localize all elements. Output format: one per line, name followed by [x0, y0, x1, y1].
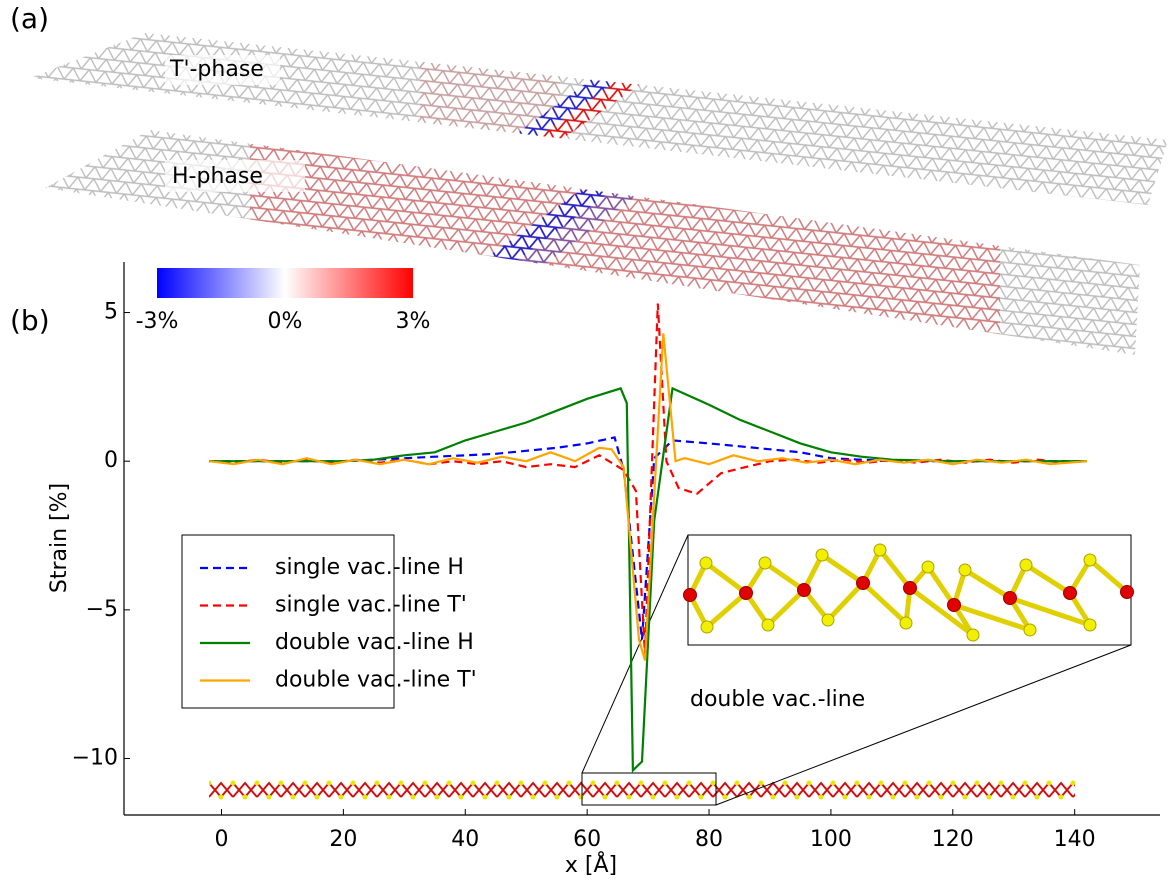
- atom-s: [761, 618, 775, 632]
- atom-metal: [947, 598, 961, 612]
- series-line: [209, 333, 1087, 661]
- x-tick-label: 80: [695, 827, 723, 852]
- legend-label: single vac.-line T': [275, 593, 467, 618]
- plot-area: [124, 303, 1087, 815]
- series-line: [209, 386, 1087, 773]
- annotation: double vac.-line: [690, 687, 865, 712]
- bond: [1024, 562, 1072, 596]
- atom-metal: [739, 586, 753, 600]
- legend-label: double vac.-line T': [275, 668, 477, 693]
- x-tick-label: 60: [573, 827, 601, 852]
- structure-strip: [209, 775, 1075, 805]
- bond: [763, 560, 806, 593]
- x-tick-label: 0: [215, 827, 229, 852]
- atom-s: [815, 548, 829, 562]
- zoom-line: [581, 534, 689, 774]
- atom-s: [1083, 618, 1097, 632]
- y-tick-label: 0: [104, 448, 118, 473]
- y-tick-label: −10: [72, 746, 118, 771]
- x-tick-label: 120: [932, 827, 974, 852]
- y-tick-label: 5: [104, 300, 118, 325]
- atom-metal: [1120, 585, 1134, 599]
- panel-label: (b): [10, 304, 50, 337]
- x-axis-label: x [Å]: [565, 851, 617, 878]
- bond: [963, 567, 1012, 601]
- atom-metal: [683, 588, 697, 602]
- legend-label: single vac.-line H: [275, 555, 464, 580]
- atom-metal: [797, 583, 811, 597]
- bond: [826, 581, 865, 622]
- atom-s: [966, 628, 980, 642]
- atom-s: [899, 616, 913, 630]
- atom-metal: [1003, 591, 1017, 605]
- atom-s: [958, 563, 972, 577]
- panel-label: (a): [10, 2, 49, 35]
- x-tick-label: 100: [810, 827, 852, 852]
- sheet-label: H-phase: [172, 164, 263, 189]
- atom-s: [1083, 553, 1097, 567]
- atom-metal: [856, 576, 870, 590]
- atom-s: [873, 543, 887, 557]
- bond: [1009, 595, 1091, 628]
- atom-metal: [903, 581, 917, 595]
- colorbar-label: 0%: [268, 309, 303, 334]
- legend: [181, 534, 395, 709]
- zoom-line: [715, 644, 1132, 806]
- x-tick-label: 140: [1054, 827, 1096, 852]
- atom-s: [921, 560, 935, 574]
- bond: [861, 581, 908, 625]
- colorbar-labels: -3% 0% 3%: [136, 309, 431, 334]
- bond: [704, 561, 748, 595]
- atom-s: [758, 556, 772, 570]
- atom-s: [700, 620, 714, 634]
- y-tick-label: −5: [86, 597, 118, 622]
- x-tick-label: 40: [451, 827, 479, 852]
- atom-s: [1023, 623, 1037, 637]
- bond: [878, 548, 912, 590]
- bond: [705, 591, 748, 629]
- atom-s: [1019, 558, 1033, 572]
- zoom-box: [581, 772, 717, 806]
- colorbar-label: 3%: [396, 309, 431, 334]
- sheet-label: T'-phase: [169, 57, 264, 82]
- bond: [925, 565, 957, 607]
- x-tick-label: 20: [329, 827, 357, 852]
- inset-structure: [683, 543, 1134, 642]
- legend-entries: single vac.-line H single vac.-line T' dou…: [200, 555, 477, 693]
- y-axis-label: Strain [%]: [47, 483, 72, 593]
- bond: [953, 602, 1031, 633]
- legend-label: double vac.-line H: [275, 630, 474, 655]
- atom-s: [821, 613, 835, 627]
- colorbar: [157, 268, 413, 298]
- atom-s: [699, 556, 713, 570]
- bond: [908, 585, 975, 638]
- bond: [1088, 558, 1129, 594]
- bond: [820, 552, 865, 586]
- bond: [766, 588, 806, 627]
- colorbar-label: -3%: [136, 309, 179, 334]
- atom-metal: [1063, 586, 1077, 600]
